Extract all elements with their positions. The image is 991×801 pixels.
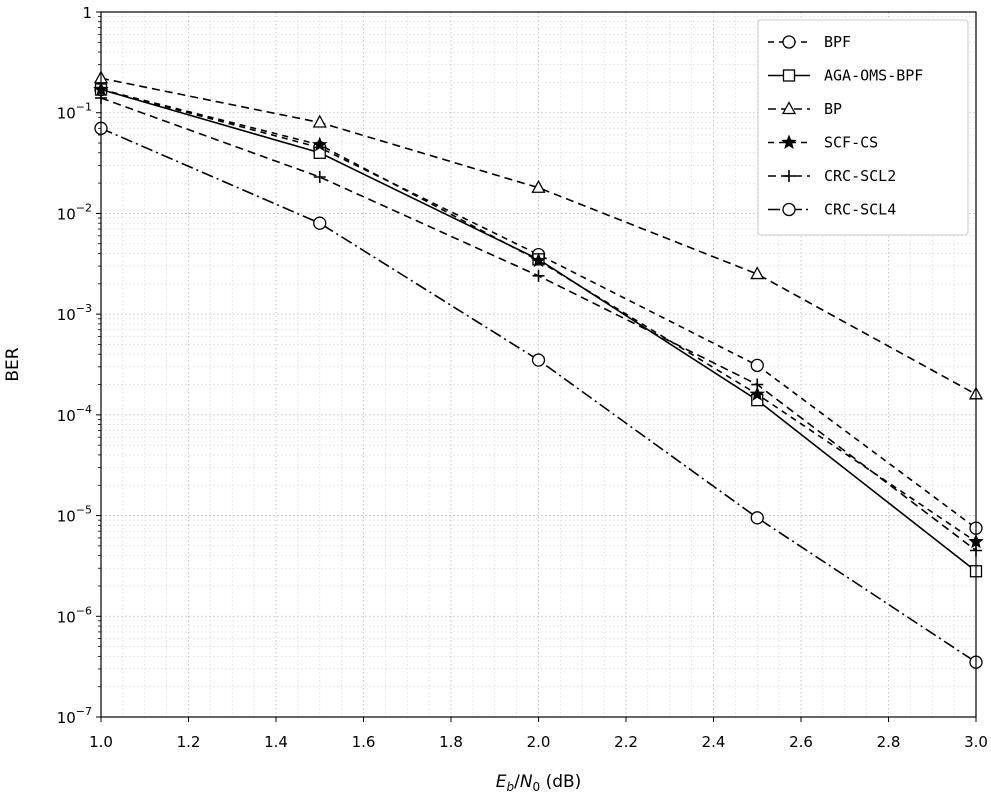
- series-point-bp: [312, 114, 327, 128]
- y-tick-label: 10−5: [57, 504, 92, 526]
- x-label-n: N: [520, 772, 533, 792]
- legend-entry-crc-scl4: CRC-SCL4: [768, 201, 896, 219]
- x-tick-label: 3.0: [964, 733, 988, 751]
- series-point-crc-scl4: [531, 353, 546, 367]
- series-point-bpf: [750, 358, 764, 373]
- y-tick-label: 10−4: [57, 403, 92, 425]
- y-tick-label: 10−1: [57, 101, 92, 123]
- y-tick-exponent: −6: [76, 604, 92, 617]
- x-label-slash: /: [514, 772, 520, 792]
- series-point-scf-cs: [530, 252, 547, 268]
- x-tick-label: 2.8: [877, 733, 901, 751]
- series-point-scf-cs: [312, 136, 328, 152]
- legend-label-crc-scl2: CRC-SCL2: [824, 167, 896, 185]
- y-tick-exponent: −3: [76, 302, 92, 315]
- x-label-e: E: [496, 772, 507, 792]
- x-tick-label: 1.8: [439, 733, 463, 751]
- legend-entry-bpf: BPF: [768, 33, 851, 51]
- x-tick-label: 2.2: [614, 733, 638, 751]
- ticks: 1.0 1.2 1.4 1.6 1.8 2.0 2.2 2.4 2.6 2.8 3.0110−110…: [57, 4, 988, 751]
- legend-label-aga-oms-bpf: AGA-OMS-BPF: [824, 67, 923, 85]
- y-tick-exponent: −1: [76, 101, 92, 114]
- series-point-crc-scl4: [750, 511, 764, 525]
- legend-entry-crc-scl2: CRC-SCL2: [768, 167, 896, 185]
- x-label-zero: 0: [533, 780, 541, 794]
- x-tick-label: 1.6: [352, 733, 376, 751]
- legend-label-crc-scl4: CRC-SCL4: [824, 201, 896, 219]
- series-point-scf-cs: [749, 386, 765, 401]
- y-tick-exponent: −5: [76, 504, 92, 517]
- series-point-bp: [750, 266, 765, 280]
- legend-marker-crc-scl2: [783, 170, 795, 182]
- x-tick-label: 2.4: [702, 733, 726, 751]
- y-tick-base: 10: [57, 608, 76, 626]
- y-tick-base: 10: [57, 407, 76, 425]
- y-tick-label: 1: [82, 4, 92, 22]
- y-tick-base: 10: [57, 508, 76, 526]
- series-line-bpf: [100, 88, 977, 529]
- legend-marker-bpf: [782, 35, 796, 49]
- legend-label-scf-cs: SCF-CS: [824, 134, 878, 152]
- x-tick-label: 1.0: [89, 733, 113, 751]
- y-tick-base: 10: [57, 306, 76, 324]
- legend-marker-aga-oms-bpf: [782, 69, 796, 82]
- y-tick-label: 10−6: [57, 604, 92, 626]
- y-tick-label: 10−7: [57, 705, 92, 727]
- series-line-crc-scl4: [100, 127, 977, 663]
- legend-entry-aga-oms-bpf: AGA-OMS-BPF: [768, 67, 923, 85]
- x-tick-label: 1.2: [177, 733, 201, 751]
- series-point-bp: [531, 179, 546, 193]
- legend-entry-bp: BP: [768, 100, 842, 118]
- legend-label-bp: BP: [824, 100, 842, 118]
- legend-entry-scf-cs: SCF-CS: [768, 134, 878, 152]
- legend: BPF AGA-OMS-BPF BP SCF-CS CRC-SCL2 CRC-SCL4: [757, 19, 969, 236]
- legend-marker-bp: [781, 101, 797, 115]
- x-axis-label: Eb/N0 (dB): [496, 772, 582, 794]
- series-line-bp: [100, 77, 977, 396]
- y-tick-label: 10−2: [57, 201, 92, 223]
- y-tick-base: 10: [57, 105, 76, 123]
- x-tick-label: 2.0: [527, 733, 551, 751]
- x-label-b: b: [506, 780, 514, 794]
- legend-marker-scf-cs: [781, 134, 797, 150]
- y-tick-exponent: −2: [76, 201, 92, 214]
- y-tick-exponent: −4: [76, 403, 92, 416]
- series-point-crc-scl2: [313, 170, 326, 183]
- x-tick-label: 2.6: [789, 733, 813, 751]
- series-crc-scl2: [95, 91, 982, 557]
- y-tick-base: 10: [57, 205, 76, 223]
- x-label-unit: (dB): [540, 772, 581, 792]
- series-point-crc-scl2: [751, 378, 764, 391]
- y-tick-label: 10−3: [57, 302, 92, 324]
- legend-box: [757, 19, 969, 236]
- x-tick-label: 1.4: [264, 733, 288, 751]
- legend-marker-crc-scl4: [782, 202, 796, 217]
- y-axis-label: BER: [3, 347, 23, 381]
- legend-label-bpf: BPF: [824, 33, 851, 51]
- series-point-crc-scl2: [532, 269, 545, 282]
- series-layer: [93, 70, 984, 669]
- series-point-crc-scl4: [313, 216, 327, 230]
- y-tick-exponent: −7: [76, 705, 92, 718]
- y-tick-base: 10: [57, 709, 76, 727]
